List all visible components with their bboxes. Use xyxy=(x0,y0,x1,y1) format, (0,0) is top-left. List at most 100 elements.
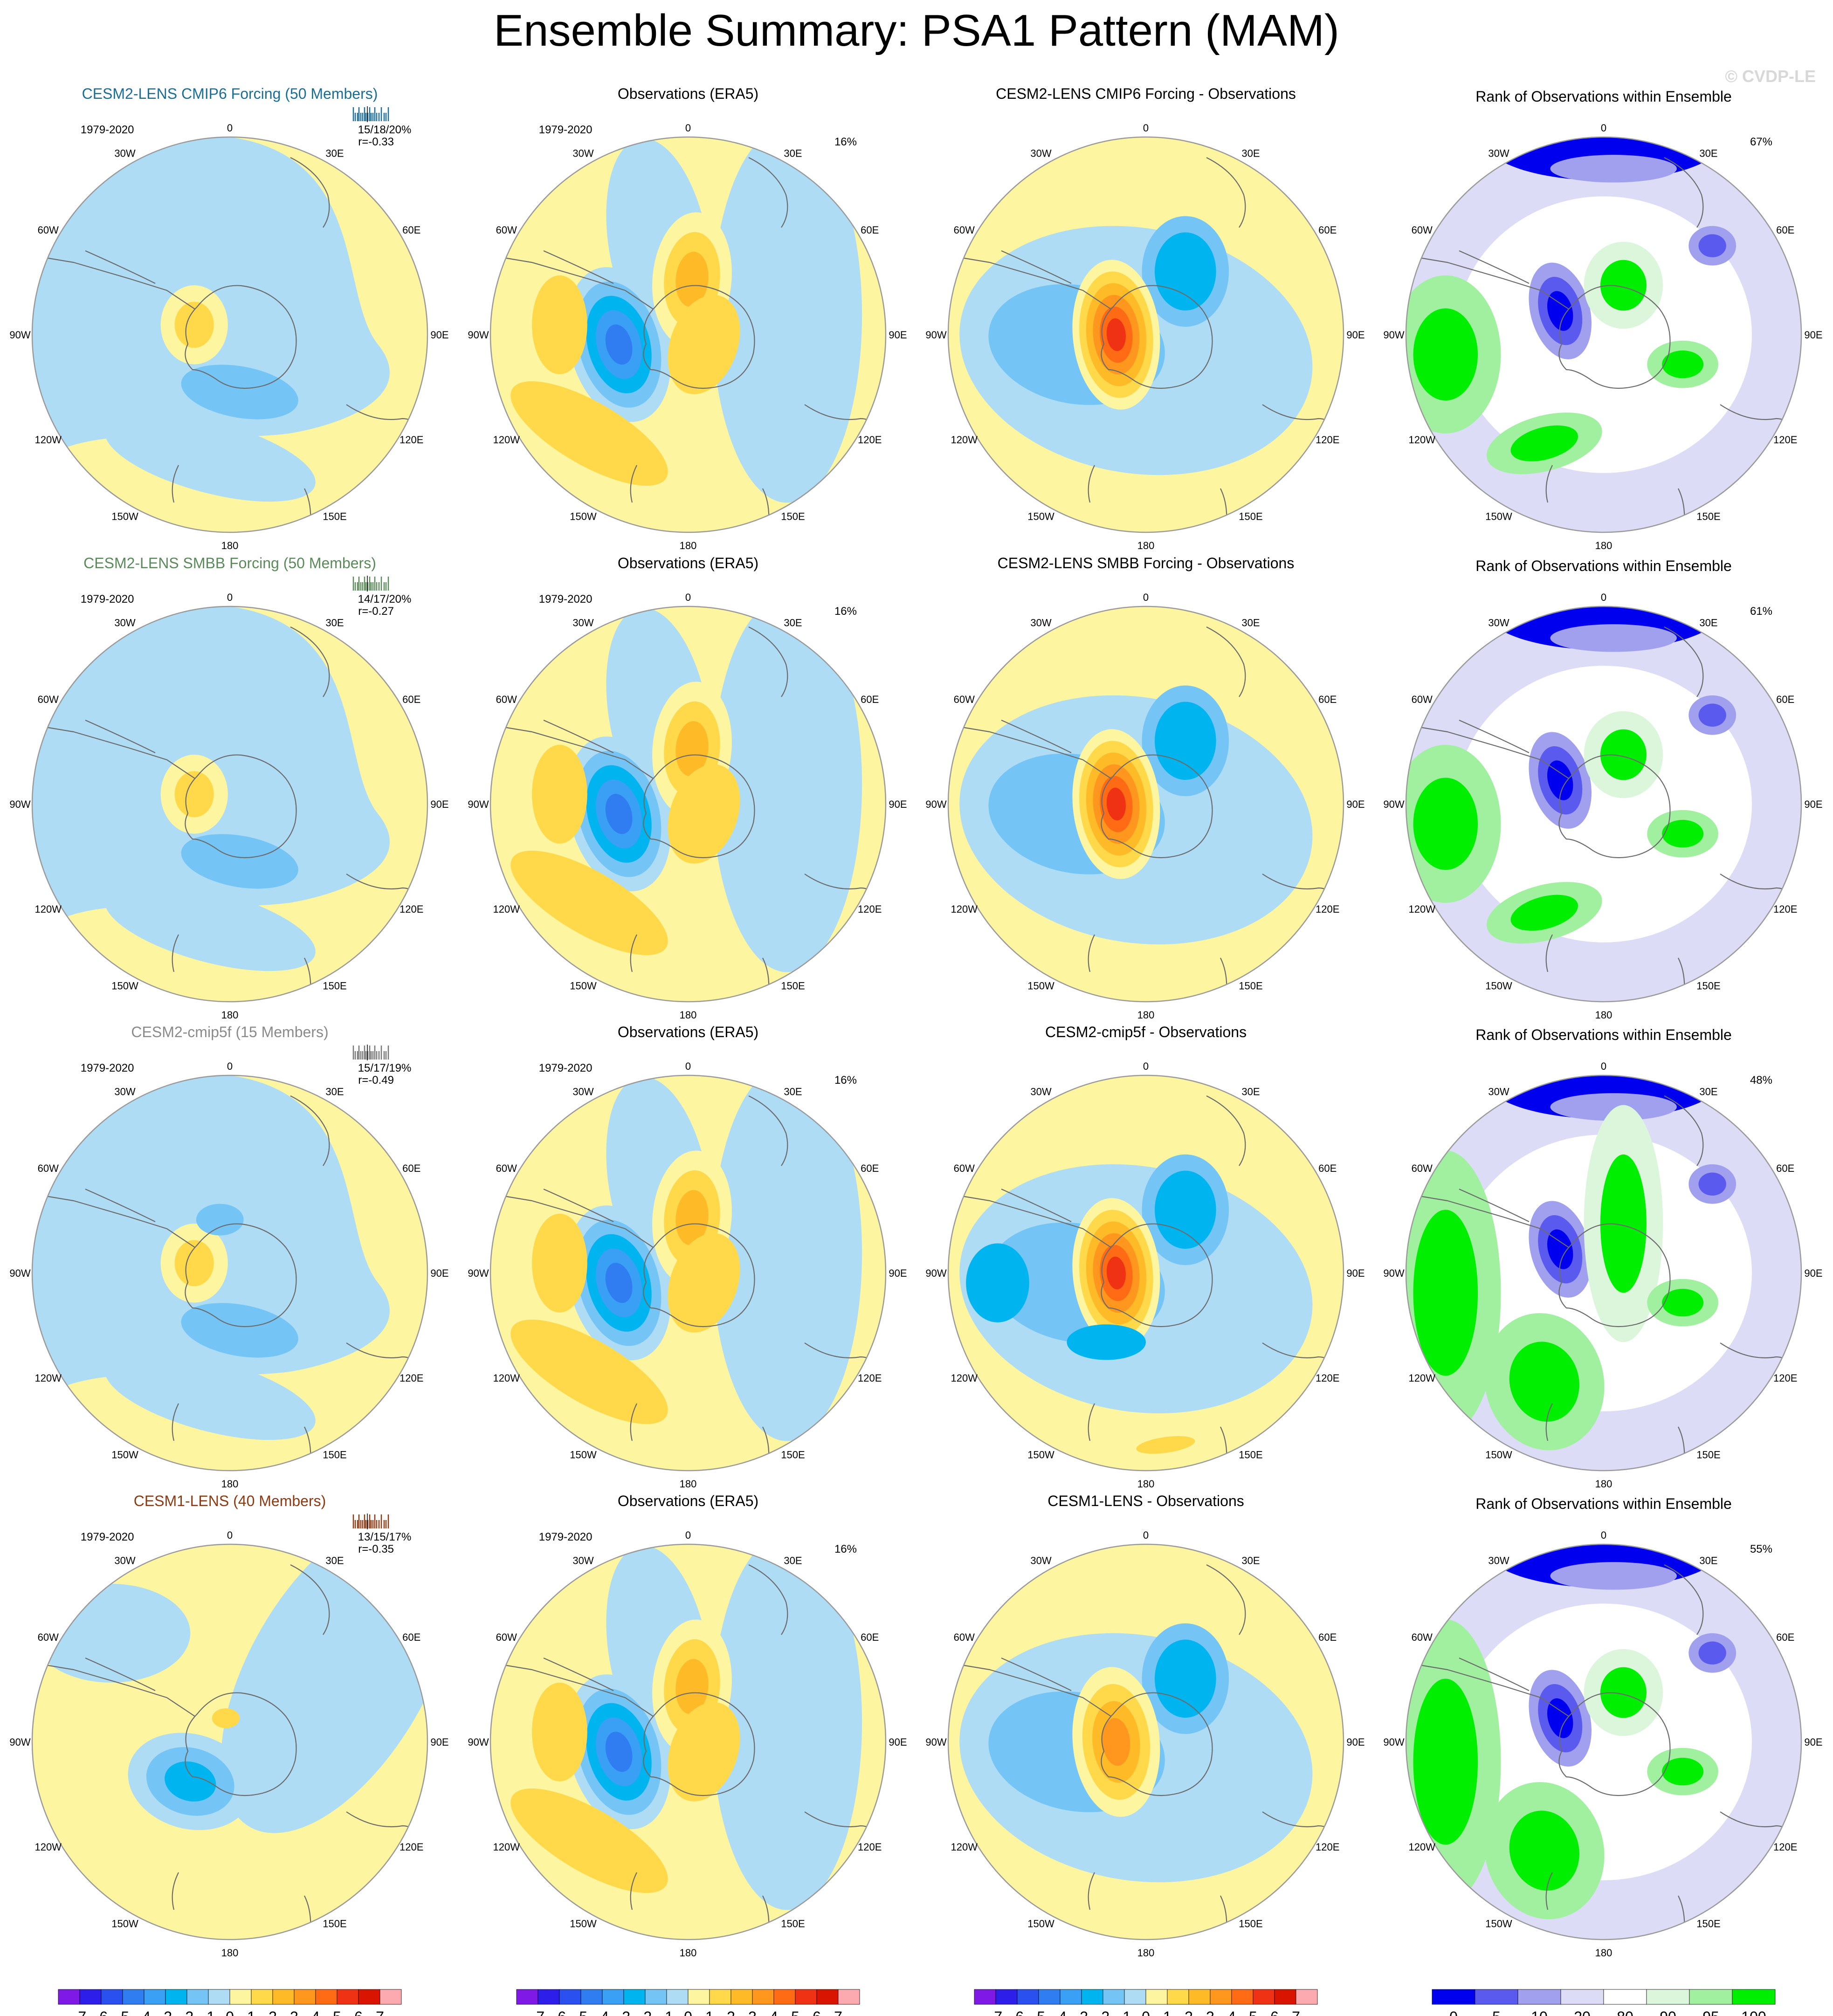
rank-percent: 61% xyxy=(1750,605,1772,618)
variance-explained: 16% xyxy=(834,1074,857,1087)
high-rank-centre-1 xyxy=(1600,1154,1647,1293)
map-field xyxy=(948,1544,1344,1940)
africa-coast xyxy=(1664,1564,1704,1635)
south-america-coast xyxy=(85,1657,156,1691)
negative-anomaly-4 xyxy=(605,324,633,365)
lon-label: 0 xyxy=(1143,1060,1149,1072)
colorbar-swatch xyxy=(1081,1989,1103,2005)
colorbar-swatch xyxy=(1103,1989,1125,2005)
colorbar-tick-label: -5 xyxy=(574,2009,587,2016)
lon-label: 180 xyxy=(680,1478,697,1490)
map-outline xyxy=(489,1074,887,1472)
lon-label: 90E xyxy=(1804,329,1822,341)
map-outline xyxy=(31,1543,428,1940)
antarctic-peninsula-coast xyxy=(1419,726,1569,779)
lon-label: 120W xyxy=(1409,1372,1436,1384)
africa-coast xyxy=(748,626,788,697)
lon-label: 0 xyxy=(1143,122,1149,134)
lon-label: 60W xyxy=(496,1163,517,1174)
lon-label: 150W xyxy=(1027,980,1054,992)
map-field xyxy=(948,606,1344,1002)
map-field xyxy=(490,137,886,532)
south-america-coast xyxy=(1459,719,1530,753)
lon-label: 30E xyxy=(325,617,344,628)
colorbar-tick-label: 7 xyxy=(376,2009,384,2016)
pattern-correlation: r=-0.27 xyxy=(358,605,394,618)
lon-label: 60E xyxy=(861,224,879,236)
lon-label: 90E xyxy=(1804,1736,1822,1748)
pacific-island-coast xyxy=(630,1872,637,1910)
pacific-island-coast xyxy=(1545,1872,1553,1910)
colorbar-swatch xyxy=(101,1989,123,2005)
pacific-island-coast xyxy=(1088,465,1095,503)
lon-label: 60W xyxy=(954,1163,975,1174)
lon-label: 180 xyxy=(1595,1947,1612,1959)
positive-anomaly-5 xyxy=(1106,787,1126,821)
colorbar-tick-label: -3 xyxy=(1075,2009,1088,2016)
colorbar-swatch xyxy=(1253,1989,1275,2005)
map-outline xyxy=(947,605,1344,1003)
lon-label: 60E xyxy=(861,1163,879,1174)
lon-label: 120E xyxy=(400,434,423,446)
lon-label: 60W xyxy=(496,694,517,705)
map-outline xyxy=(947,1074,1344,1472)
high-rank-west-1 xyxy=(1413,1210,1478,1376)
colorbar-tick-label: -2 xyxy=(1096,2009,1109,2016)
lon-label: 120W xyxy=(35,434,62,446)
pacific-island-coast xyxy=(1545,934,1553,972)
lon-label: 90W xyxy=(925,798,946,810)
lon-label: 120W xyxy=(951,1372,978,1384)
south-america-coast xyxy=(85,1188,156,1222)
positive-anomaly-3 xyxy=(1102,1718,1130,1766)
lon-label: 150E xyxy=(1696,980,1720,992)
colorbar-tick-label: 2 xyxy=(1185,2009,1193,2016)
lon-label: 30W xyxy=(1488,147,1509,159)
colorbar-swatch xyxy=(1231,1989,1254,2005)
antarctic-peninsula-coast xyxy=(961,1664,1111,1717)
lon-label: 90E xyxy=(1804,1267,1822,1279)
high-rank-west-1 xyxy=(1413,778,1478,870)
africa-coast xyxy=(1206,157,1246,228)
lon-label: 30W xyxy=(114,1555,135,1566)
lon-label: 120W xyxy=(1409,903,1436,915)
lon-label: 180 xyxy=(1595,1009,1612,1021)
lon-label: 60W xyxy=(496,1631,517,1643)
antarctica-coast xyxy=(1558,754,1671,859)
panel-title: CESM2-cmip5f (15 Members) xyxy=(131,1024,328,1040)
colorbar-swatch xyxy=(1274,1989,1296,2005)
panel-title: CESM1-LENS (40 Members) xyxy=(134,1493,326,1509)
colorbar-swatch xyxy=(358,1989,380,2005)
lon-label: 150W xyxy=(1485,1918,1512,1930)
lon-label: 120E xyxy=(1316,1841,1339,1853)
lon-label: 0 xyxy=(227,1060,233,1072)
lon-label: 150E xyxy=(781,1918,805,1930)
negative-anomaly-2-0 xyxy=(196,1204,244,1236)
colorbar-swatch xyxy=(294,1989,316,2005)
low-rank-centre-2 xyxy=(1547,1698,1573,1738)
lon-label: 0 xyxy=(685,1529,691,1541)
lon-label: 60E xyxy=(402,224,420,236)
high-rank-south-1 xyxy=(1510,425,1578,461)
lon-label: 180 xyxy=(680,1009,697,1021)
map-outline xyxy=(947,1543,1344,1940)
map-outline xyxy=(31,1074,428,1472)
positive-anomaly-3-0 xyxy=(510,381,668,486)
lon-label: 60W xyxy=(954,224,975,236)
lon-label: 0 xyxy=(685,1060,691,1072)
lon-label: 60E xyxy=(1318,1163,1337,1174)
lon-label: 120E xyxy=(400,1372,423,1384)
negative-anomaly-3-0 xyxy=(1067,1324,1146,1360)
lon-label: 120E xyxy=(1773,434,1797,446)
positive-anomaly-2 xyxy=(675,1659,709,1714)
panel-title: Observations (ERA5) xyxy=(618,1493,758,1509)
lon-label: 150E xyxy=(1239,1449,1262,1461)
colorbar-swatch xyxy=(730,1989,753,2005)
positive-anomaly-2 xyxy=(675,1190,709,1245)
positive-anomaly-3-0 xyxy=(510,850,668,956)
lon-label: 60E xyxy=(1318,694,1337,705)
lon-label: 120E xyxy=(1316,434,1339,446)
lon-label: 60E xyxy=(861,694,879,705)
variance-stats: 13/15/17% xyxy=(358,1531,412,1543)
positive-anomaly-2-0 xyxy=(668,1233,740,1333)
antarctica-coast xyxy=(1101,285,1213,389)
